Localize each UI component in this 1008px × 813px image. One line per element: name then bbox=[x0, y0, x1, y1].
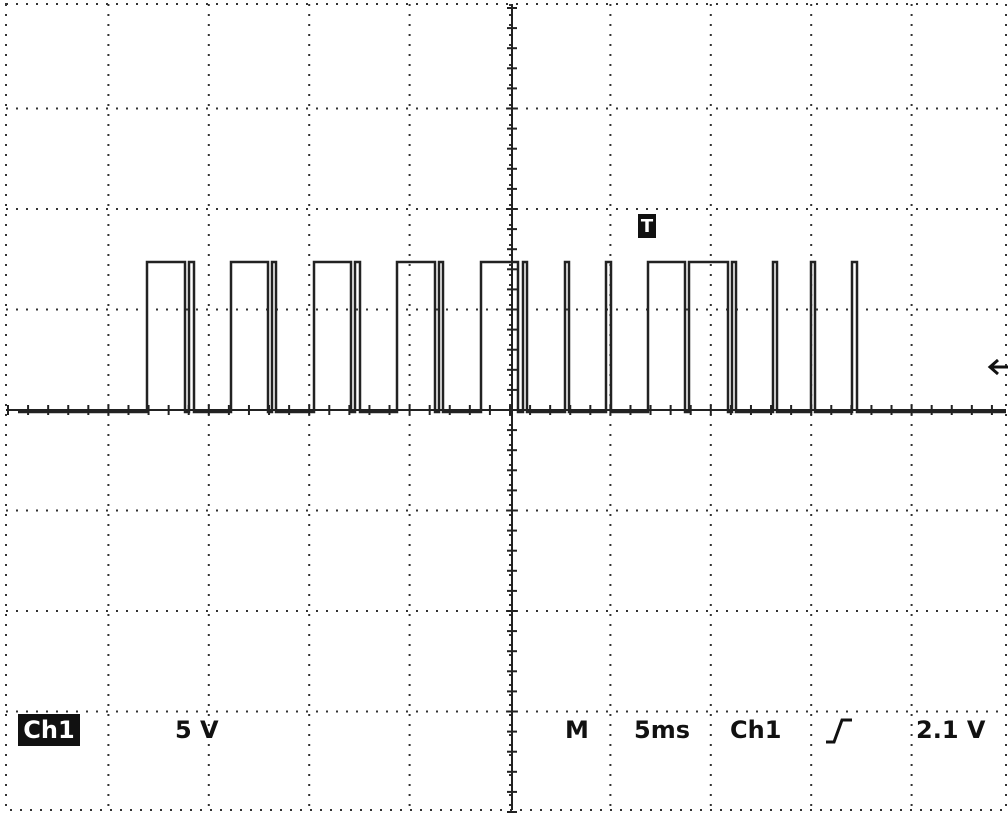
trigger-source: Ch1 bbox=[730, 716, 781, 744]
channel-label: Ch1 bbox=[23, 716, 74, 744]
trigger-marker: T bbox=[641, 216, 654, 237]
volts-per-div: 5 V bbox=[175, 716, 219, 744]
timebase: 5ms bbox=[634, 716, 690, 744]
trigger-level: 2.1 V bbox=[916, 716, 986, 744]
oscilloscope-screen: T Ch1 5 V M 5ms Ch1 2.1 V bbox=[0, 0, 1008, 813]
timebase-label: M bbox=[565, 716, 589, 744]
